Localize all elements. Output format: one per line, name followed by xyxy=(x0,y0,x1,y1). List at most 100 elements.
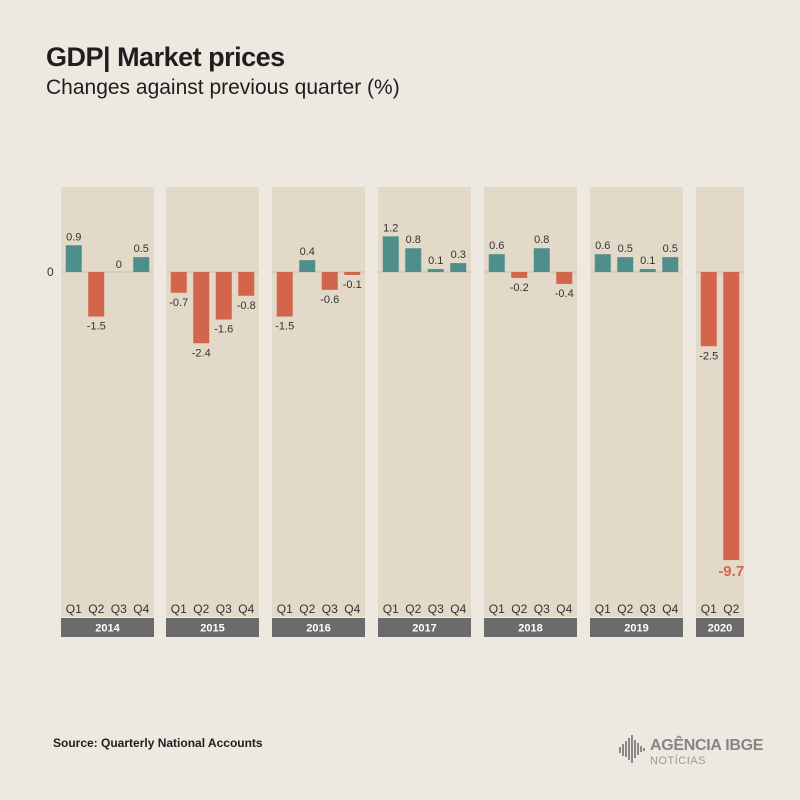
year-bar-2016 xyxy=(272,618,365,637)
data-label-2018-q3: 0.8 xyxy=(534,234,549,246)
bar-2015-q3 xyxy=(215,272,232,320)
source-note: Source: Quarterly National Accounts xyxy=(53,736,263,750)
ibge-logo-icon xyxy=(619,735,645,763)
year-bar-2018 xyxy=(484,618,577,637)
quarter-label-2020-q2: Q2 xyxy=(723,602,739,616)
quarter-label-2019-q2: Q2 xyxy=(617,602,633,616)
quarter-label-2014-q3: Q3 xyxy=(111,602,127,616)
quarter-label-2015-q4: Q4 xyxy=(238,602,254,616)
data-label-2016-q4: -0.1 xyxy=(343,279,362,291)
bar-2019-q1 xyxy=(594,254,611,272)
chart-title: GDP| Market prices xyxy=(46,42,285,72)
quarter-label-2016-q3: Q3 xyxy=(322,602,338,616)
zero-axis-label: 0 xyxy=(47,265,54,279)
quarter-label-2015-q1: Q1 xyxy=(171,602,187,616)
quarter-label-2019-q1: Q1 xyxy=(595,602,611,616)
quarter-label-2014-q1: Q1 xyxy=(66,602,82,616)
year-bar-2017 xyxy=(378,618,471,637)
quarter-label-2019-q3: Q3 xyxy=(640,602,656,616)
logo-text: AGÊNCIA IBGE xyxy=(650,737,764,754)
bar-2017-q2 xyxy=(405,248,422,272)
data-label-2017-q4: 0.3 xyxy=(451,249,466,261)
bar-2016-q2 xyxy=(299,260,316,272)
bar-2018-q3 xyxy=(533,248,550,272)
quarter-label-2017-q1: Q1 xyxy=(383,602,399,616)
year-label-2018: 2018 xyxy=(518,623,542,635)
quarter-label-2018-q1: Q1 xyxy=(489,602,505,616)
quarter-label-2018-q2: Q2 xyxy=(511,602,527,616)
data-label-2015-q3: -1.6 xyxy=(214,324,233,336)
year-panel-2016 xyxy=(272,187,365,617)
year-bar-2019 xyxy=(590,618,683,637)
data-label-2019-q3: 0.1 xyxy=(640,255,655,267)
quarter-label-2014-q4: Q4 xyxy=(133,602,149,616)
year-label-2016: 2016 xyxy=(306,623,330,635)
quarter-label-2015-q2: Q2 xyxy=(193,602,209,616)
data-label-2017-q2: 0.8 xyxy=(406,234,421,246)
quarter-label-2019-q4: Q4 xyxy=(662,602,678,616)
data-label-2014-q3: 0 xyxy=(116,259,122,271)
ibge-logo: AGÊNCIA IBGE NOTÍCIAS xyxy=(618,733,763,773)
bar-2014-q1 xyxy=(65,245,82,272)
quarter-label-2020-q1: Q1 xyxy=(701,602,717,616)
bar-2019-q3 xyxy=(639,269,656,272)
data-label-2017-q1: 1.2 xyxy=(383,222,398,234)
bar-2015-q4 xyxy=(238,272,255,296)
data-label-2015-q4: -0.8 xyxy=(237,300,256,312)
year-label-2014: 2014 xyxy=(95,623,120,635)
data-label-2020-q1: -2.5 xyxy=(699,350,718,362)
data-label-2019-q4: 0.5 xyxy=(663,243,678,255)
data-label-2020-q2: -9.7 xyxy=(718,563,744,580)
data-label-2017-q3: 0.1 xyxy=(428,255,443,267)
bar-2016-q3 xyxy=(321,272,338,290)
bar-2016-q4 xyxy=(344,272,361,275)
bar-2014-q4 xyxy=(133,257,150,272)
quarter-label-2017-q3: Q3 xyxy=(428,602,444,616)
bar-2017-q1 xyxy=(382,236,399,272)
bar-2017-q4 xyxy=(450,263,467,272)
quarter-label-2015-q3: Q3 xyxy=(216,602,232,616)
year-label-2017: 2017 xyxy=(412,623,436,635)
year-label-2019: 2019 xyxy=(624,623,648,635)
bar-2016-q1 xyxy=(276,272,293,317)
data-label-2018-q1: 0.6 xyxy=(489,240,504,252)
year-bar-2014 xyxy=(61,618,154,637)
data-label-2015-q1: -0.7 xyxy=(169,297,188,309)
quarter-label-2016-q4: Q4 xyxy=(344,602,360,616)
quarter-label-2018-q4: Q4 xyxy=(556,602,572,616)
bar-2019-q4 xyxy=(662,257,679,272)
year-label-2015: 2015 xyxy=(200,623,224,635)
data-label-2019-q1: 0.6 xyxy=(595,240,610,252)
data-label-2018-q4: -0.4 xyxy=(555,288,574,300)
quarter-label-2016-q1: Q1 xyxy=(277,602,293,616)
quarter-label-2017-q4: Q4 xyxy=(450,602,466,616)
bar-2020-q2 xyxy=(723,272,740,561)
bar-2018-q1 xyxy=(488,254,505,272)
bar-2018-q4 xyxy=(556,272,573,284)
data-label-2014-q2: -1.5 xyxy=(87,321,106,333)
quarter-label-2016-q2: Q2 xyxy=(299,602,315,616)
year-bar-2020 xyxy=(696,618,744,637)
data-label-2016-q1: -1.5 xyxy=(275,321,294,333)
quarter-label-2014-q2: Q2 xyxy=(88,602,104,616)
chart-subtitle: Changes against previous quarter (%) xyxy=(46,76,400,99)
data-label-2015-q2: -2.4 xyxy=(192,347,211,359)
bar-2014-q2 xyxy=(88,272,105,317)
data-label-2016-q2: 0.4 xyxy=(300,246,315,258)
year-panel-2015 xyxy=(166,187,259,617)
year-label-2020: 2020 xyxy=(708,623,732,635)
year-bar-2015 xyxy=(166,618,259,637)
bar-2017-q3 xyxy=(427,269,444,272)
quarter-label-2018-q3: Q3 xyxy=(534,602,550,616)
logo-subtext: NOTÍCIAS xyxy=(650,755,706,767)
data-label-2014-q4: 0.5 xyxy=(134,243,149,255)
bar-2015-q2 xyxy=(193,272,210,344)
quarter-label-2017-q2: Q2 xyxy=(405,602,421,616)
data-label-2018-q2: -0.2 xyxy=(510,282,529,294)
data-label-2016-q3: -0.6 xyxy=(320,294,339,306)
bar-2015-q1 xyxy=(170,272,187,293)
data-label-2019-q2: 0.5 xyxy=(618,243,633,255)
data-label-2014-q1: 0.9 xyxy=(66,231,81,243)
bar-2020-q1 xyxy=(700,272,717,347)
